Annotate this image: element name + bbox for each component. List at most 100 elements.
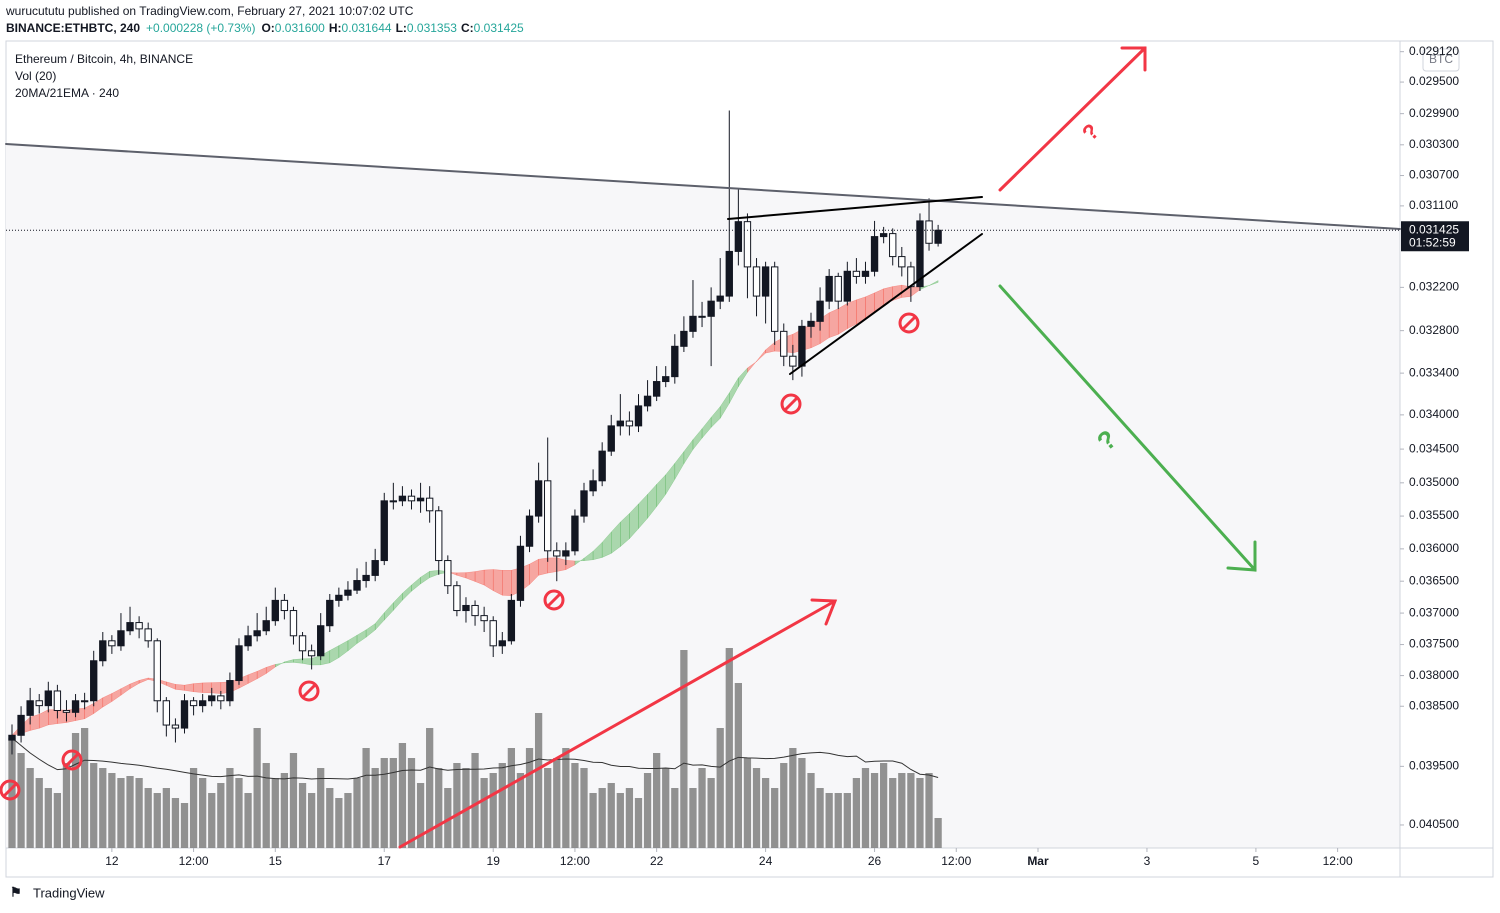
volume-bar — [171, 798, 180, 848]
ma-ribbon — [48, 709, 58, 726]
candle-body — [616, 420, 625, 427]
ma-ribbon — [719, 392, 730, 420]
x-tick-label: 17 — [378, 854, 392, 868]
volume-bar — [407, 758, 416, 848]
volume-bar — [99, 768, 107, 848]
volume-bar — [162, 788, 170, 848]
volume-bar — [707, 778, 715, 848]
ma-ribbon — [828, 308, 839, 338]
volume-bar — [416, 783, 425, 848]
ma-ribbon — [365, 623, 376, 638]
ohlc-label: L: — [396, 21, 407, 35]
ma-ribbon — [29, 713, 40, 731]
candle-body — [326, 599, 334, 627]
volume-bar — [426, 728, 434, 848]
candle-body — [852, 270, 861, 277]
candle-body — [825, 275, 833, 302]
candle-body — [634, 405, 643, 427]
volume-bar — [825, 793, 833, 848]
volume-bar — [108, 773, 116, 848]
ma-ribbon — [93, 697, 104, 715]
candle-body — [198, 700, 207, 707]
candle-body — [35, 700, 43, 707]
volume-bar — [507, 748, 516, 848]
candle-body — [580, 490, 588, 517]
ma-ribbon — [247, 670, 258, 684]
y-tick-label: 0.036500 — [1409, 573, 1459, 587]
volume-bar — [580, 768, 588, 848]
x-tick-label: 5 — [1253, 854, 1260, 868]
ma-ribbon — [738, 367, 748, 388]
candle-body — [217, 695, 225, 702]
candle-body — [289, 610, 298, 637]
ma-ribbon — [202, 682, 212, 694]
volume-bar — [398, 743, 407, 848]
candle-body — [335, 594, 343, 601]
candle-body — [317, 625, 325, 657]
candle-body — [44, 690, 52, 707]
volume-bar — [544, 768, 552, 848]
volume-bar — [208, 793, 216, 848]
y-tick-label: 0.029500 — [1409, 74, 1459, 88]
ma-ribbon — [465, 571, 476, 582]
candle-body — [507, 599, 516, 642]
ma-ribbon — [565, 559, 576, 571]
candle-body — [453, 585, 461, 612]
candle-body — [789, 355, 797, 367]
volume-bar — [280, 773, 289, 848]
volume-bar — [262, 763, 270, 848]
volume-bar — [734, 683, 742, 848]
y-tick-label: 0.040500 — [1409, 817, 1459, 831]
ma-ribbon — [620, 512, 630, 548]
arrow-volume — [398, 598, 838, 849]
candle-body — [62, 710, 71, 713]
ma-ribbon — [393, 592, 403, 612]
volume-bar — [362, 748, 370, 848]
volume-bar — [26, 768, 34, 848]
volume-bar — [816, 788, 824, 848]
volume-bar — [453, 763, 461, 848]
candle-body — [244, 635, 252, 647]
ma-ribbon — [284, 659, 294, 664]
x-tick-label: 12:00 — [1323, 854, 1353, 868]
candle-body — [389, 500, 398, 503]
ma-ribbon — [120, 683, 131, 696]
candle-body — [643, 395, 652, 407]
candle-body — [544, 480, 552, 552]
candle-body — [925, 220, 933, 244]
ma-ribbon — [38, 709, 49, 729]
countdown: 01:52:59 — [1409, 235, 1456, 249]
volume-bar — [852, 778, 861, 848]
ma-ribbon — [111, 688, 122, 703]
candle-body — [380, 500, 388, 562]
candle-body — [780, 330, 788, 357]
candle-body — [90, 660, 98, 702]
ma-ribbon — [611, 521, 621, 554]
ma-ribbon — [356, 629, 367, 644]
candle-body — [80, 700, 89, 703]
candle-body — [53, 690, 62, 712]
ma-ribbon — [701, 416, 712, 439]
ohlc-value: 0.031600 — [275, 21, 325, 35]
ohlc-label: O: — [261, 21, 274, 35]
ma-ribbon — [184, 683, 194, 693]
candle-body — [870, 236, 879, 272]
candle-body — [598, 450, 606, 482]
volume-bar — [326, 788, 334, 848]
ohlc-value: 0.031644 — [342, 21, 392, 35]
volume-bar — [271, 778, 279, 848]
candle-body — [889, 233, 897, 258]
ma-ribbon — [638, 493, 648, 530]
unit-badge[interactable] — [1422, 48, 1460, 72]
candle-body — [689, 315, 697, 332]
volume-bar — [35, 778, 43, 848]
volume-bar — [298, 783, 307, 848]
candle-body — [262, 620, 270, 632]
ma-ribbon — [193, 682, 203, 693]
ohlc-value: 0.031425 — [474, 21, 524, 35]
y-tick-label: 0.032800 — [1409, 323, 1459, 337]
volume-bar — [317, 768, 325, 848]
volume-bar — [625, 788, 634, 848]
candle-body — [671, 345, 679, 378]
y-tick-label: 0.030700 — [1409, 168, 1459, 182]
